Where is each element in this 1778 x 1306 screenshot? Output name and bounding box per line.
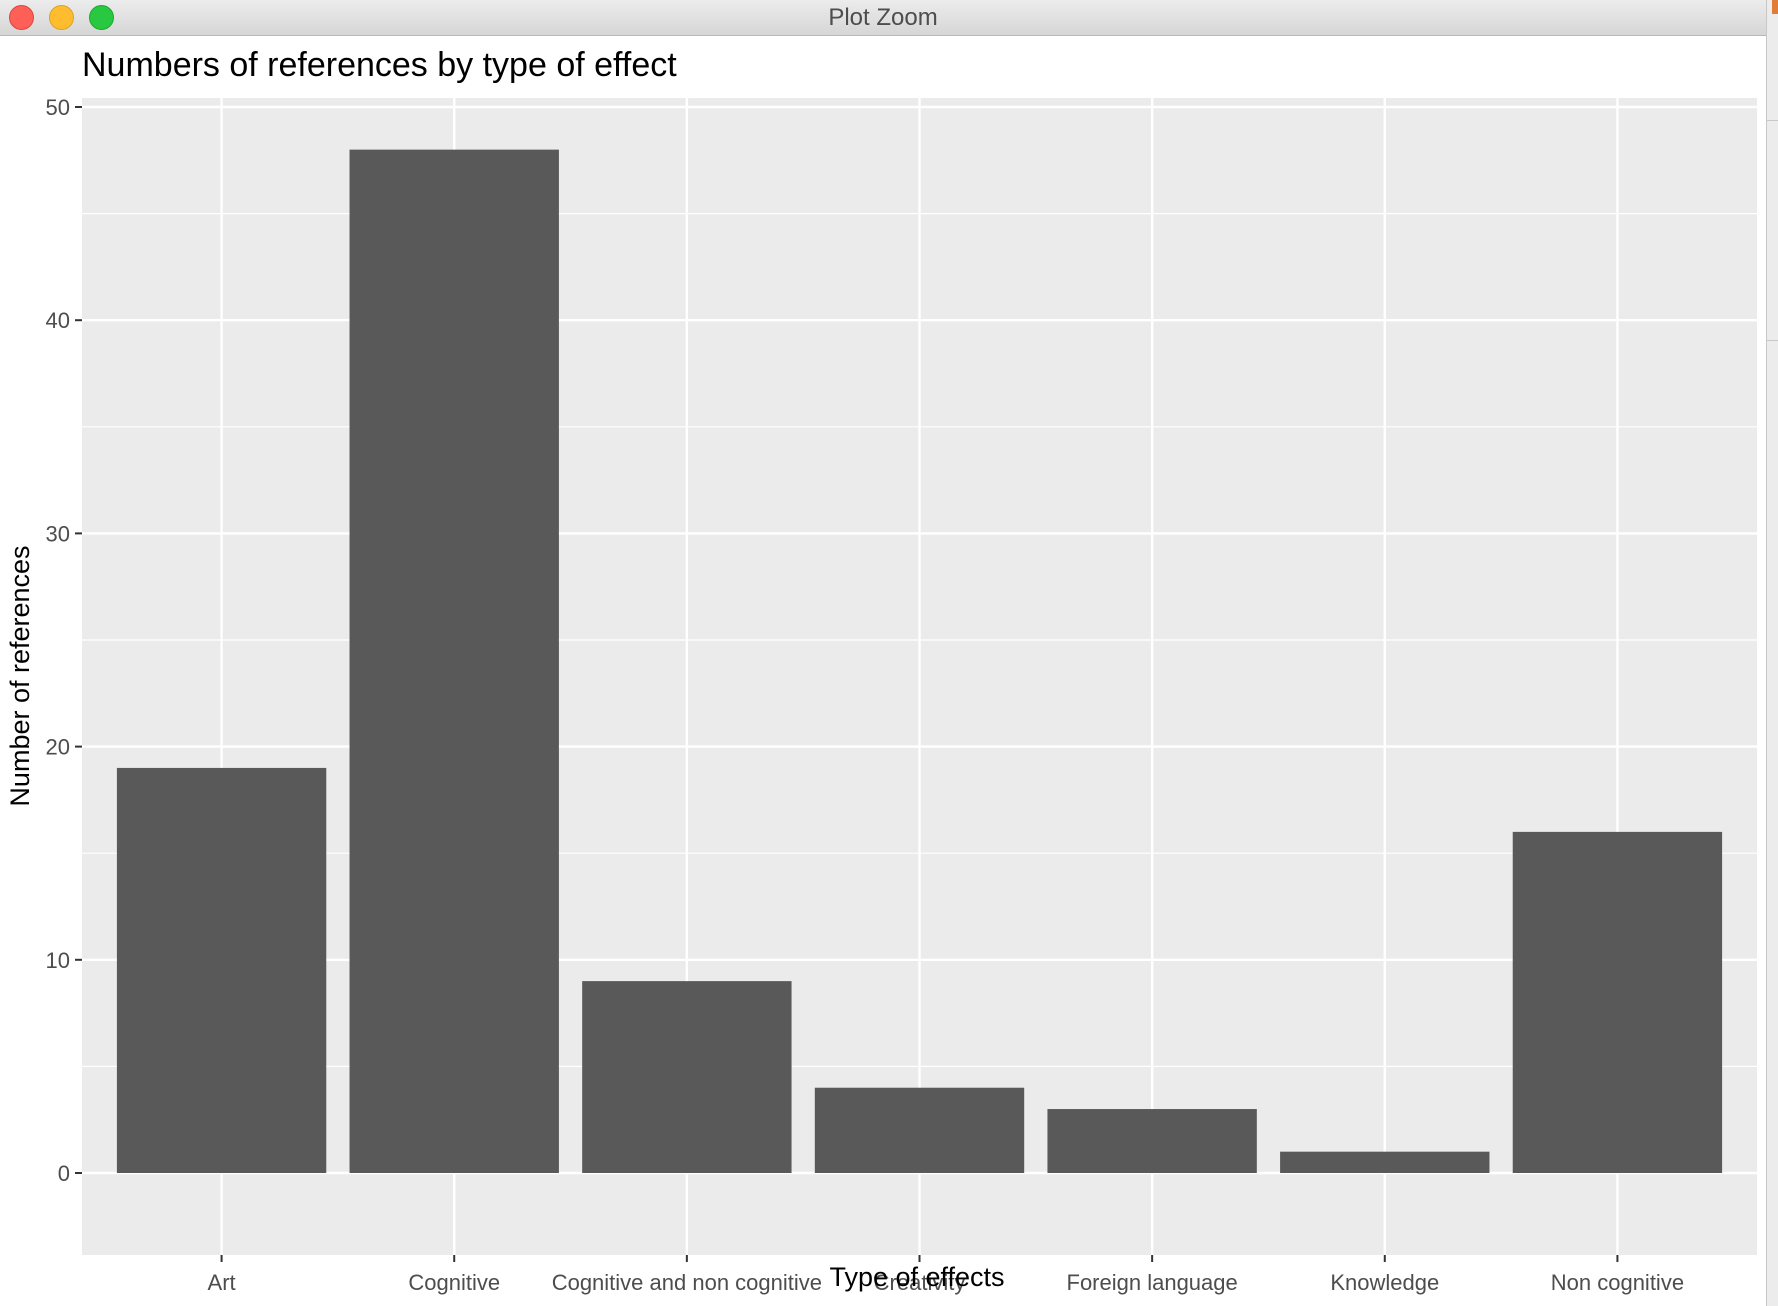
x-tick-label: Cognitive bbox=[408, 1270, 500, 1295]
y-tick-label: 10 bbox=[46, 948, 70, 973]
bar-chart: Numbers of references by type of effect … bbox=[5, 46, 1757, 1295]
bar bbox=[1047, 1109, 1257, 1173]
chart-title: Numbers of references by type of effect bbox=[82, 46, 677, 84]
background-window-divider bbox=[1767, 340, 1778, 341]
x-tick-label: Knowledge bbox=[1330, 1270, 1439, 1295]
x-axis-title: Type of effects bbox=[829, 1262, 1004, 1292]
window-titlebar: Plot Zoom bbox=[0, 0, 1766, 36]
x-tick-label: Foreign language bbox=[1067, 1270, 1238, 1295]
bars bbox=[116, 149, 1723, 1173]
x-tick-label: Creativity bbox=[874, 1270, 966, 1295]
bar bbox=[349, 149, 559, 1173]
bar bbox=[116, 767, 327, 1173]
x-tick-label: Non cognitive bbox=[1551, 1270, 1684, 1295]
bar bbox=[1280, 1151, 1490, 1173]
background-window-accent bbox=[1772, 0, 1778, 14]
minimize-window-button[interactable] bbox=[49, 5, 74, 30]
y-tick-label: 20 bbox=[46, 735, 70, 760]
window-title: Plot Zoom bbox=[828, 4, 938, 31]
y-axis-title: Number of references bbox=[5, 545, 35, 806]
y-axis: 0 10 20 30 40 50 bbox=[46, 95, 82, 1186]
y-tick-label: 30 bbox=[46, 521, 70, 546]
bar bbox=[814, 1087, 1025, 1173]
x-tick-label: Cognitive and non cognitive bbox=[552, 1270, 822, 1295]
y-tick-label: 0 bbox=[58, 1161, 70, 1186]
x-tick-label: Art bbox=[208, 1270, 236, 1295]
bar bbox=[582, 981, 792, 1173]
bar bbox=[1512, 831, 1723, 1173]
close-window-button[interactable] bbox=[9, 5, 34, 30]
y-tick-label: 50 bbox=[46, 95, 70, 120]
background-window-divider bbox=[1767, 120, 1778, 121]
background-window-edge bbox=[1766, 0, 1778, 1306]
zoom-window-button[interactable] bbox=[89, 5, 114, 30]
y-tick-label: 40 bbox=[46, 308, 70, 333]
x-axis: Art Cognitive Cognitive and non cognitive C… bbox=[208, 1255, 1684, 1295]
